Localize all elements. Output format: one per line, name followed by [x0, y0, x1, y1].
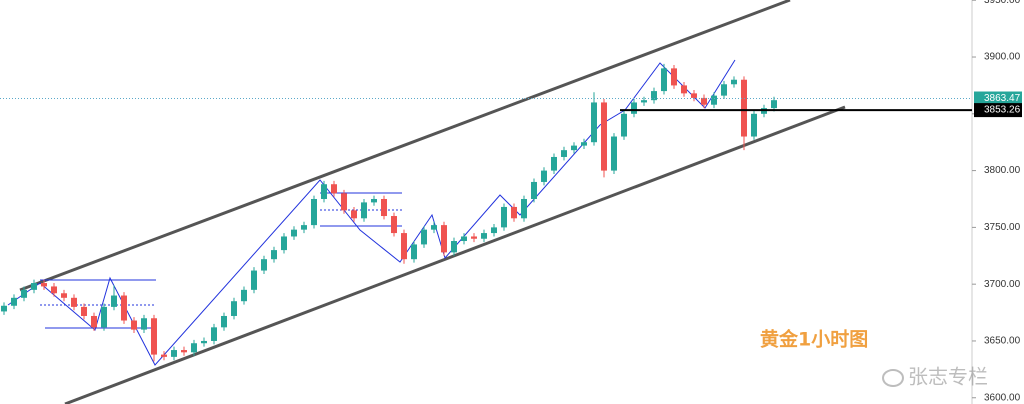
candle-body — [261, 259, 267, 271]
y-tick-label: 3900.00 — [984, 52, 1021, 63]
candle-body — [151, 318, 157, 355]
candle-body — [571, 145, 577, 151]
candle-body — [741, 79, 747, 137]
candle-body — [381, 198, 387, 217]
candle-body — [531, 181, 537, 199]
candle-body — [601, 102, 607, 171]
y-tick-label: 3800.00 — [984, 165, 1021, 176]
candle-body — [141, 318, 147, 330]
drawings — [7, 0, 846, 404]
candles — [1, 63, 777, 362]
candle-body — [551, 156, 557, 171]
candle-body — [641, 100, 647, 103]
candle-body — [501, 206, 507, 228]
candle-body — [721, 84, 727, 96]
zigzag — [7, 59, 736, 366]
candle-body — [91, 315, 97, 328]
candle-body — [441, 225, 447, 253]
candle-body — [191, 343, 197, 353]
candle-body — [561, 150, 567, 157]
candle-body — [171, 350, 177, 357]
candle-body — [61, 293, 67, 298]
y-tick-label: 3700.00 — [984, 279, 1021, 290]
channel-upper — [19, 0, 791, 292]
candle-body — [311, 198, 317, 226]
candle-body — [751, 113, 757, 137]
candle-body — [481, 233, 487, 239]
candle-body — [271, 250, 277, 260]
watermark: 张志专栏 — [908, 365, 988, 389]
candle-body — [771, 100, 777, 109]
candle-body — [251, 270, 257, 290]
candle-body — [541, 170, 547, 182]
candle-body — [391, 216, 397, 234]
candle-body — [621, 113, 627, 137]
candle-body — [691, 93, 697, 98]
y-tick-label: 3650.00 — [984, 336, 1021, 347]
candle-body — [411, 244, 417, 260]
candle-body — [611, 136, 617, 171]
candle-body — [291, 229, 297, 237]
candle-body — [241, 289, 247, 302]
candle-body — [371, 198, 377, 203]
y-tick-label: 3750.00 — [984, 222, 1021, 233]
watermark-icon — [882, 369, 904, 387]
candle-body — [491, 227, 497, 234]
candle-body — [11, 297, 17, 306]
candle-body — [161, 354, 167, 357]
candle-body — [101, 306, 107, 328]
annotation: 黄金1小时图 — [760, 328, 868, 351]
candle-body — [31, 283, 37, 290]
y-tick-label: 3950.00 — [984, 0, 1021, 6]
candle-body — [231, 301, 237, 316]
candle-body — [181, 350, 187, 353]
candle-body — [111, 295, 117, 307]
candle-body — [351, 210, 357, 219]
candle-body — [281, 236, 287, 251]
candle-body — [71, 297, 77, 307]
candle-body — [221, 315, 227, 328]
candle-body — [661, 68, 667, 92]
last-price-label: 3863.47 — [984, 93, 1021, 104]
level-label: 3853.26 — [984, 105, 1021, 116]
candle-body — [421, 229, 427, 245]
candle-body — [671, 68, 677, 86]
candle-body — [51, 286, 57, 294]
candle-body — [591, 102, 597, 143]
candle-body — [731, 79, 737, 85]
candle-body — [201, 340, 207, 344]
candle-body — [701, 97, 707, 105]
candle-body — [211, 327, 217, 341]
channel-lower — [64, 105, 846, 404]
candle-body — [361, 202, 367, 219]
candle-body — [651, 91, 657, 101]
candle-body — [521, 198, 527, 219]
y-tick-label: 3600.00 — [984, 392, 1021, 403]
candle-body — [41, 283, 47, 287]
candle-body — [21, 289, 27, 298]
candle-body — [131, 320, 137, 330]
candle-body — [711, 95, 717, 105]
candle-body — [681, 85, 687, 94]
last-price-badge — [974, 91, 1022, 106]
level-badge — [974, 103, 1022, 118]
candle-body — [121, 295, 127, 321]
candle-body — [331, 184, 337, 194]
candle-body — [1, 305, 7, 312]
candle-body — [511, 206, 517, 219]
candle-body — [81, 306, 87, 316]
candle-body — [301, 225, 307, 230]
candle-body — [631, 102, 637, 114]
candle-body — [451, 241, 457, 253]
candle-body — [431, 225, 437, 230]
candle-body — [401, 233, 407, 260]
candle-body — [341, 193, 347, 211]
candle-body — [471, 236, 477, 239]
candle-body — [581, 142, 587, 146]
candle-body — [461, 236, 467, 242]
candle-body — [321, 184, 327, 199]
watermark-group: 张志专栏 — [882, 365, 988, 389]
